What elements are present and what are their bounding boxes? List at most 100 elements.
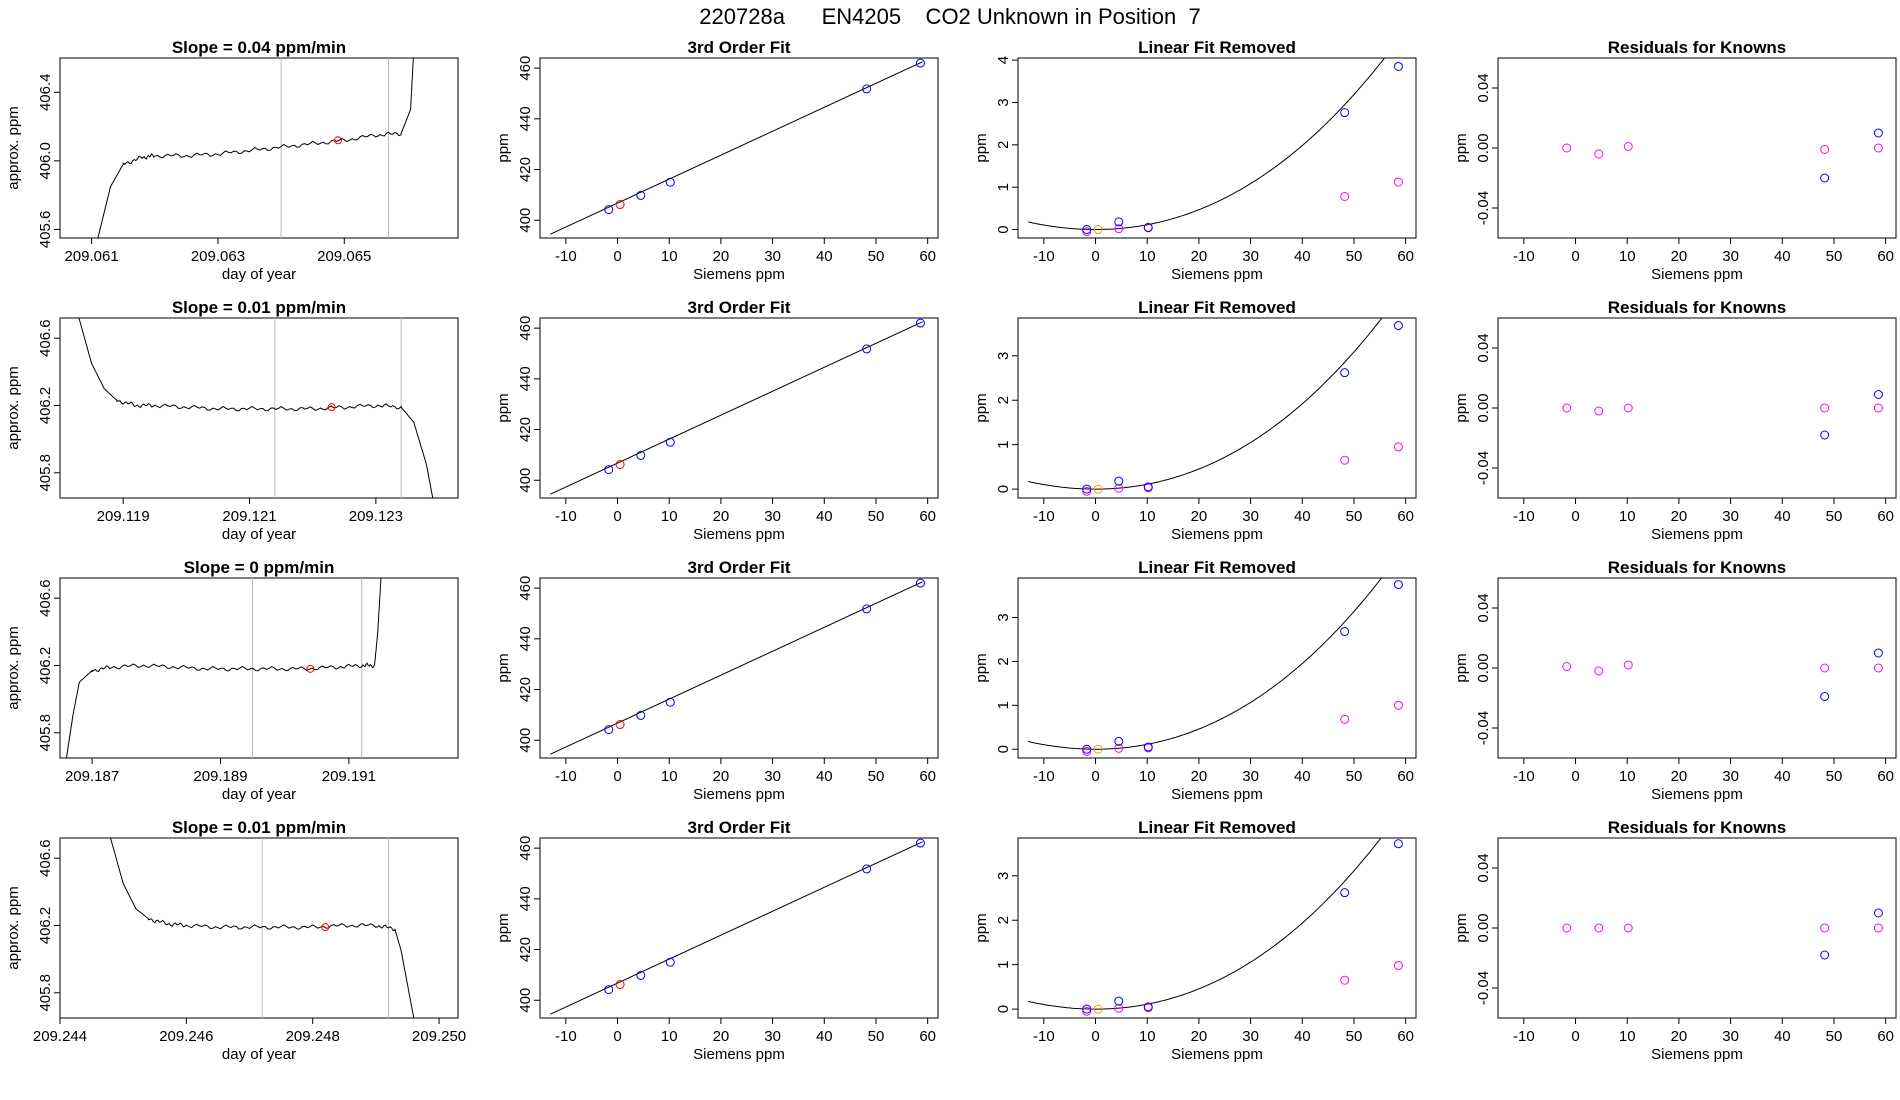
plot-area — [65, 578, 382, 758]
x-tick-label: 20 — [1191, 508, 1208, 525]
unknown-point — [615, 460, 625, 470]
plot-area — [1562, 908, 1883, 960]
x-axis-label: Siemens ppm — [693, 1046, 785, 1063]
x-tick-label: 0 — [613, 1028, 621, 1045]
plot-area — [1562, 390, 1883, 440]
known-point — [1393, 61, 1403, 71]
x-axis-label: day of year — [222, 1046, 296, 1063]
x-axis-label: Siemens ppm — [1171, 266, 1263, 283]
figure-title: 220728a EN4205 CO2 Unknown in Position 7 — [699, 4, 1201, 29]
plot-frame — [59, 57, 459, 239]
y-tick-label: 2 — [995, 141, 1012, 149]
y-tick-label: 406.0 — [37, 142, 54, 180]
y-tick-label: -0.04 — [1475, 971, 1492, 1005]
x-tick-label: 10 — [661, 248, 678, 265]
residual-point — [1820, 403, 1830, 413]
plot-frame — [1497, 317, 1897, 499]
x-tick-label: 60 — [1397, 508, 1414, 525]
y-tick-label: 405.8 — [37, 974, 54, 1012]
fit-line — [550, 581, 923, 755]
x-tick-label: 0 — [1091, 508, 1099, 525]
x-tick-label: 30 — [1242, 508, 1259, 525]
x-tick-label: 10 — [1619, 248, 1636, 265]
known-point — [1143, 1002, 1153, 1012]
x-tick-label: 50 — [1826, 508, 1843, 525]
x-tick-label: 50 — [868, 508, 885, 525]
fit-line — [550, 841, 923, 1015]
x-tick-label: 209.248 — [286, 1028, 340, 1045]
panel-r1-c2: 3rd Order Fit -10 0 10 20 30 40 50 60 Siemens ppm… — [495, 38, 939, 283]
panel-title: Linear Fit Removed — [1138, 558, 1296, 577]
known-point — [1873, 128, 1883, 138]
residual-point — [1594, 923, 1604, 933]
residual-point — [1114, 743, 1124, 753]
x-tick-label: -10 — [555, 508, 577, 525]
y-tick-label: 400 — [517, 988, 534, 1013]
plot-frame — [1017, 577, 1417, 759]
panel-r3-c4: Residuals for Knowns -10 0 10 20 30 40 50 60 Siem… — [1453, 558, 1897, 803]
panel-title: 3rd Order Fit — [688, 558, 791, 577]
x-axis-label: Siemens ppm — [1171, 786, 1263, 803]
x-tick-label: 209.250 — [412, 1028, 466, 1045]
residual-point — [1340, 191, 1350, 201]
panel-title: Residuals for Knowns — [1608, 818, 1787, 837]
x-tick-label: 10 — [661, 768, 678, 785]
x-tick-label: 60 — [919, 1028, 936, 1045]
y-tick-label: 0.00 — [1475, 913, 1492, 942]
panel-title: Linear Fit Removed — [1138, 298, 1296, 317]
y-tick-label: 2 — [995, 657, 1012, 665]
known-point — [1393, 321, 1403, 331]
plot-frame — [1497, 577, 1897, 759]
y-tick-label: 460 — [517, 316, 534, 341]
residual-point — [1873, 663, 1883, 673]
x-tick-label: 60 — [919, 248, 936, 265]
residual-point — [1082, 1006, 1092, 1016]
known-point — [665, 697, 675, 707]
known-point — [1820, 950, 1830, 960]
panel-r2-c2: 3rd Order Fit -10 0 10 20 30 40 50 60 Siemens ppm… — [495, 298, 939, 543]
x-tick-label: 30 — [1722, 248, 1739, 265]
y-tick-label: 0.04 — [1475, 333, 1492, 362]
x-tick-label: 10 — [661, 508, 678, 525]
panel-r2-c3: Linear Fit Removed-10 0 10 20 30 40 50 60Siemen… — [973, 298, 1417, 543]
known-point — [1143, 742, 1153, 752]
y-tick-label: 405.8 — [37, 454, 54, 492]
x-tick-label: 60 — [919, 508, 936, 525]
x-tick-label: 0 — [613, 768, 621, 785]
known-point — [1082, 744, 1092, 754]
known-point — [665, 957, 675, 967]
x-tick-label: -10 — [1513, 768, 1535, 785]
residual-point — [1393, 961, 1403, 971]
x-tick-label: 60 — [1877, 248, 1894, 265]
y-tick-label: 0.00 — [1475, 393, 1492, 422]
x-tick-label: 40 — [1294, 1028, 1311, 1045]
signal-line — [65, 578, 382, 758]
unknown-point — [615, 720, 625, 730]
x-tick-label: 40 — [1774, 508, 1791, 525]
y-axis-label: ppm — [973, 133, 990, 162]
y-tick-label: -0.04 — [1475, 711, 1492, 745]
plot-frame — [59, 837, 459, 1019]
y-tick-label: 0 — [995, 225, 1012, 233]
y-tick-label: 420 — [517, 157, 534, 182]
y-tick-label: 3 — [995, 872, 1012, 880]
y-tick-label: 4 — [995, 56, 1012, 64]
x-tick-label: 20 — [1191, 248, 1208, 265]
residual-point — [1594, 406, 1604, 416]
unknown-point — [615, 200, 625, 210]
y-axis-label: ppm — [495, 393, 512, 422]
residual-point — [1082, 227, 1092, 237]
residual-point — [1393, 177, 1403, 187]
panel-title: Slope = 0.01 ppm/min — [172, 298, 346, 317]
residual-point — [1114, 483, 1124, 493]
x-tick-label: 30 — [1722, 1028, 1739, 1045]
y-tick-label: -0.04 — [1475, 451, 1492, 485]
y-tick-label: 0.04 — [1475, 853, 1492, 882]
residual-point — [1082, 486, 1092, 496]
known-point — [1082, 225, 1092, 235]
y-axis-label: approx. ppm — [5, 366, 22, 449]
x-tick-label: 60 — [1397, 1028, 1414, 1045]
x-tick-label: 20 — [1671, 248, 1688, 265]
known-point — [862, 604, 872, 614]
